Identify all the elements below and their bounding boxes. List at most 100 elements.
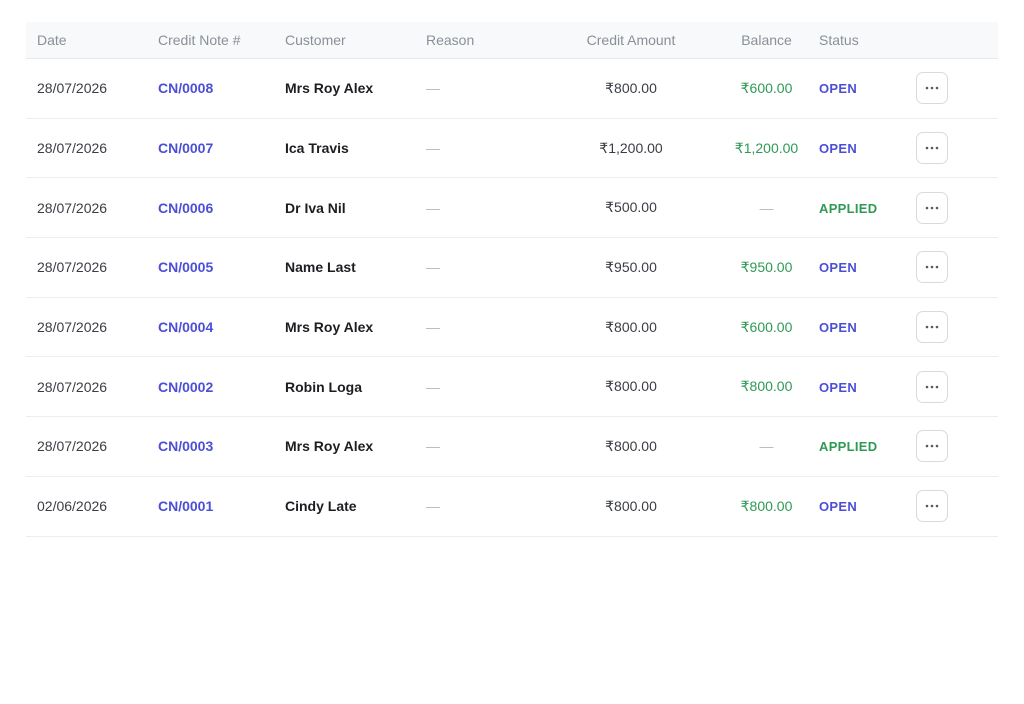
credit-note-link-text[interactable]: CN/0003 bbox=[158, 438, 214, 455]
table-row[interactable]: 28/07/2026 CN/0006 Dr Iva Nil — ₹500.00 — APPL… bbox=[26, 178, 998, 239]
more-horizontal-icon bbox=[925, 87, 939, 90]
header-reason[interactable]: Reason bbox=[426, 32, 475, 48]
reason-cell-text: — bbox=[426, 199, 440, 216]
credit-note-link[interactable]: CN/0005 bbox=[158, 259, 285, 275]
header-credit-note[interactable]: Credit Note # bbox=[158, 32, 241, 48]
balance-cell: ₹950.00 bbox=[728, 259, 805, 276]
status-badge-text: OPEN bbox=[819, 379, 858, 395]
reason-cell-text: — bbox=[426, 498, 440, 515]
status-badge: OPEN bbox=[805, 80, 916, 96]
row-more-button[interactable] bbox=[916, 311, 948, 344]
credit-amount-cell: ₹500.00 bbox=[534, 199, 728, 216]
more-horizontal-icon bbox=[925, 445, 939, 448]
row-more-button[interactable] bbox=[916, 251, 948, 284]
table-row[interactable]: 28/07/2026 CN/0005 Name Last — ₹950.00 ₹950.0… bbox=[26, 238, 998, 298]
credit-amount-cell: ₹1,200.00 bbox=[534, 140, 728, 157]
row-more-button[interactable] bbox=[916, 132, 948, 165]
table-row[interactable]: 28/07/2026 CN/0008 Mrs Roy Alex — ₹800.00 ₹60… bbox=[26, 59, 998, 119]
reason-cell-text: — bbox=[426, 438, 440, 455]
reason-cell-text: — bbox=[426, 259, 440, 276]
credit-amount-cell: ₹800.00 bbox=[534, 498, 728, 515]
customer-name-text: Robin Loga bbox=[285, 378, 362, 395]
table-row[interactable]: 28/07/2026 CN/0004 Mrs Roy Alex — ₹800.00 ₹60… bbox=[26, 298, 998, 358]
header-credit-amount[interactable]: Credit Amount bbox=[586, 32, 676, 48]
status-badge: OPEN bbox=[805, 140, 916, 156]
status-badge: OPEN bbox=[805, 319, 916, 335]
reason-cell: — bbox=[426, 319, 534, 335]
reason-cell-text: — bbox=[426, 80, 440, 97]
status-badge: APPLIED bbox=[805, 200, 916, 216]
row-actions-cell bbox=[916, 430, 960, 463]
credit-note-link-text[interactable]: CN/0006 bbox=[158, 199, 214, 216]
credit-note-link[interactable]: CN/0008 bbox=[158, 80, 285, 96]
table-row[interactable]: 02/06/2026 CN/0001 Cindy Late — ₹800.00 ₹800.… bbox=[26, 477, 998, 537]
status-badge: APPLIED bbox=[805, 438, 916, 454]
table-row[interactable]: 28/07/2026 CN/0002 Robin Loga — ₹800.00 ₹800.… bbox=[26, 357, 998, 418]
status-badge-text: OPEN bbox=[819, 81, 858, 97]
row-actions-cell bbox=[916, 191, 960, 224]
credit-note-link[interactable]: CN/0003 bbox=[158, 438, 285, 454]
status-badge: OPEN bbox=[805, 259, 916, 275]
date-cell: 28/07/2026 bbox=[37, 140, 108, 157]
credit-amount-cell: ₹800.00 bbox=[534, 80, 728, 97]
row-more-button[interactable] bbox=[916, 490, 948, 523]
credit-amount-cell-text: ₹800.00 bbox=[605, 378, 657, 395]
row-more-button[interactable] bbox=[916, 191, 948, 224]
customer-name: Name Last bbox=[285, 259, 426, 275]
header-balance[interactable]: Balance bbox=[741, 32, 792, 48]
credit-amount-cell: ₹800.00 bbox=[534, 378, 728, 395]
status-badge-text: OPEN bbox=[819, 499, 858, 515]
credit-note-link[interactable]: CN/0006 bbox=[158, 200, 285, 216]
header-status[interactable]: Status bbox=[819, 32, 859, 48]
row-actions-cell bbox=[916, 72, 960, 105]
customer-name: Robin Loga bbox=[285, 379, 426, 395]
reason-cell-text: — bbox=[426, 319, 440, 336]
balance-cell-text: — bbox=[759, 199, 774, 216]
reason-cell: — bbox=[426, 259, 534, 275]
date-cell: 28/07/2026 bbox=[37, 259, 108, 276]
table-row[interactable]: 28/07/2026 CN/0003 Mrs Roy Alex — ₹800.00 — AP… bbox=[26, 417, 998, 477]
credit-note-link[interactable]: CN/0002 bbox=[158, 379, 285, 395]
row-more-button[interactable] bbox=[916, 72, 948, 105]
status-badge: OPEN bbox=[805, 498, 916, 514]
customer-name-text: Name Last bbox=[285, 259, 356, 276]
credit-note-link-text[interactable]: CN/0007 bbox=[158, 140, 214, 157]
reason-cell: — bbox=[426, 200, 534, 216]
row-more-button[interactable] bbox=[916, 430, 948, 463]
credit-amount-cell: ₹950.00 bbox=[534, 259, 728, 276]
header-customer[interactable]: Customer bbox=[285, 32, 346, 48]
credit-amount-cell-text: ₹1,200.00 bbox=[599, 139, 663, 156]
row-more-button[interactable] bbox=[916, 370, 948, 403]
table-body: 28/07/2026 CN/0008 Mrs Roy Alex — ₹800.00 ₹60… bbox=[26, 59, 998, 537]
status-badge-text: OPEN bbox=[819, 260, 858, 276]
header-date[interactable]: Date bbox=[37, 32, 67, 48]
customer-name: Mrs Roy Alex bbox=[285, 319, 426, 335]
row-actions-cell bbox=[916, 132, 960, 165]
reason-cell: — bbox=[426, 438, 534, 454]
date-cell: 28/07/2026 bbox=[37, 80, 108, 97]
credit-note-link[interactable]: CN/0004 bbox=[158, 319, 285, 335]
customer-name-text: Ica Travis bbox=[285, 140, 349, 157]
credit-note-link-text[interactable]: CN/0004 bbox=[158, 319, 214, 336]
balance-cell: — bbox=[728, 200, 805, 216]
credit-note-link-text[interactable]: CN/0005 bbox=[158, 259, 214, 276]
row-actions-cell bbox=[916, 311, 960, 344]
table-row[interactable]: 28/07/2026 CN/0007 Ica Travis — ₹1,200.00 ₹1,… bbox=[26, 119, 998, 179]
credit-amount-cell-text: ₹800.00 bbox=[605, 318, 657, 335]
reason-cell: — bbox=[426, 498, 534, 514]
reason-cell: — bbox=[426, 379, 534, 395]
credit-note-link-text[interactable]: CN/0008 bbox=[158, 80, 214, 97]
balance-cell-text: ₹600.00 bbox=[740, 318, 793, 335]
customer-name-text: Dr Iva Nil bbox=[285, 199, 346, 216]
balance-cell: ₹800.00 bbox=[728, 378, 805, 395]
customer-name-text: Mrs Roy Alex bbox=[285, 438, 374, 455]
credit-note-link[interactable]: CN/0007 bbox=[158, 140, 285, 156]
balance-cell-text: ₹1,200.00 bbox=[734, 139, 799, 156]
credit-amount-cell-text: ₹800.00 bbox=[605, 497, 657, 514]
date-cell: 02/06/2026 bbox=[37, 498, 108, 515]
credit-note-link-text[interactable]: CN/0001 bbox=[158, 498, 214, 515]
credit-note-link-text[interactable]: CN/0002 bbox=[158, 378, 214, 395]
reason-cell-text: — bbox=[426, 140, 440, 157]
balance-cell: — bbox=[728, 438, 805, 454]
credit-note-link[interactable]: CN/0001 bbox=[158, 498, 285, 514]
